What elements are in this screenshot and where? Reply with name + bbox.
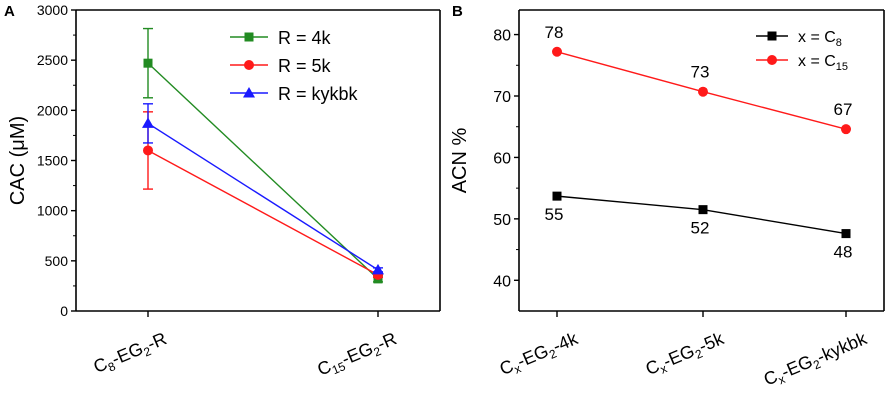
data-point [142, 117, 154, 128]
legend-marker [243, 87, 255, 98]
y-axis-title: CAC (μM) [7, 116, 29, 205]
legend: x = C8 x = C15 [756, 29, 848, 73]
x-tick-label: Cx-EG2-4k [497, 328, 583, 382]
y-tick-label: 0 [60, 303, 68, 319]
series-0: 55 52 48 [545, 191, 853, 262]
y-tick-label: 1000 [37, 203, 68, 219]
y-axis-title: ACN % [449, 128, 471, 194]
x-tick-label: C15-EG2-R [314, 328, 400, 382]
series-line [147, 62, 379, 280]
data-point [698, 205, 708, 215]
y-tick-label: 80 [493, 28, 511, 45]
data-point [552, 191, 562, 201]
data-point [372, 263, 384, 275]
data-point [841, 124, 851, 135]
legend-label: R = 4k [278, 28, 332, 48]
legend-label: R = kykbk [278, 84, 359, 104]
x-tick-label: Cx-EG2-kykbk [761, 328, 872, 392]
panel-b-letter: B [452, 3, 463, 20]
data-label: 67 [834, 100, 853, 119]
legend-label: x = C15 [798, 53, 848, 73]
series-line [147, 122, 379, 271]
legend: R = 4k R = 5k R = kykbk [230, 28, 359, 104]
data-label: 55 [545, 205, 564, 224]
data-point [698, 86, 708, 97]
y-tick-label: 60 [493, 150, 511, 167]
data-label: 48 [834, 243, 853, 262]
y-tick-label: 50 [493, 212, 511, 229]
legend-label: x = C8 [798, 29, 842, 49]
legend-marker [244, 32, 254, 42]
legend-marker [767, 55, 777, 65]
data-label: 52 [691, 219, 710, 238]
series-0 [143, 27, 383, 284]
legend-marker [767, 31, 777, 41]
panel-a-letter: A [4, 3, 15, 20]
data-point [143, 145, 153, 156]
data-point [143, 58, 153, 68]
series-line [147, 149, 379, 276]
y-tick-label: 1500 [37, 153, 68, 169]
y-tick-label: 2000 [37, 102, 68, 118]
data-label: 78 [545, 23, 564, 42]
y-tick-label: 3000 [37, 2, 68, 18]
series-2 [142, 103, 384, 275]
x-tick-label: C8-EG2-R [91, 328, 171, 379]
data-label: 73 [691, 63, 710, 82]
y-tick-label: 2500 [37, 52, 68, 68]
y-tick-label: 70 [493, 89, 511, 106]
series-1: 78 73 67 [545, 23, 853, 135]
y-tick-label: 40 [493, 273, 511, 290]
chart-b: 40 50 60 70 80 Cx-EG2-4k Cx-EG2-5k Cx-EG2-kykbk… [449, 9, 885, 392]
data-point [552, 46, 562, 57]
x-tick-label: Cx-EG2-5k [643, 328, 729, 382]
y-tick-label: 500 [45, 253, 69, 269]
legend-label: R = 5k [278, 56, 332, 76]
legend-marker [244, 60, 254, 70]
chart-a: 0 500 1000 1500 2000 2500 3000 C8-EG2-R C15-EG2-… [7, 2, 441, 382]
data-point [841, 229, 851, 239]
